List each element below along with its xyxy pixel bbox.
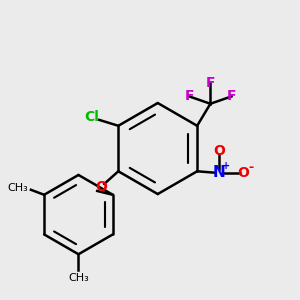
Text: -: - [248, 161, 253, 174]
Text: O: O [213, 144, 225, 158]
Text: O: O [95, 180, 106, 194]
Text: CH₃: CH₃ [68, 273, 89, 283]
Text: N: N [213, 165, 226, 180]
Text: O: O [237, 166, 249, 180]
Text: F: F [227, 89, 236, 103]
Text: F: F [184, 89, 194, 103]
Text: Cl: Cl [85, 110, 99, 124]
Text: F: F [206, 76, 215, 90]
Text: +: + [222, 161, 230, 171]
Text: CH₃: CH₃ [7, 183, 28, 193]
